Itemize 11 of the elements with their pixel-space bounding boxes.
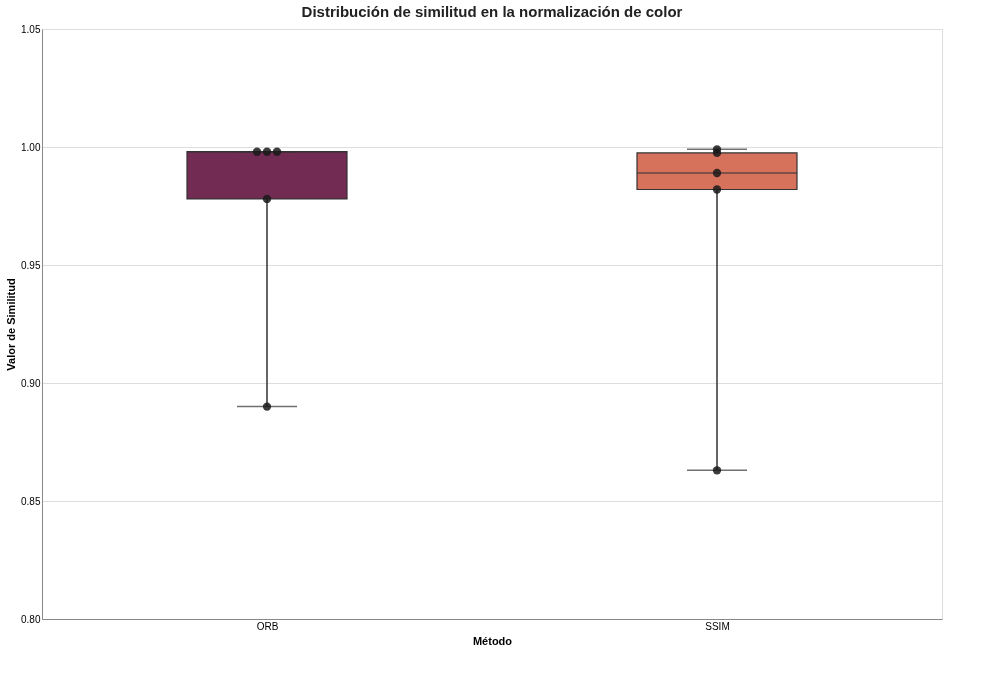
x-tick-label: ORB (256, 620, 279, 632)
y-tick-label: 1.05 (21, 23, 41, 35)
x-tick-label: SSIM (705, 620, 730, 632)
x-axis-title: Método (472, 634, 513, 647)
chart-title: Distribución de similitud en la normalización de color (301, 3, 683, 20)
y-tick-label: 0.85 (21, 495, 41, 507)
y-tick-label: 0.90 (21, 377, 41, 389)
y-tick-label: 0.95 (21, 259, 41, 271)
y-tick-label: 1.00 (21, 141, 41, 153)
y-tick-label: 0.80 (21, 613, 41, 625)
y-axis-title: Valor de Similitud (5, 278, 18, 371)
